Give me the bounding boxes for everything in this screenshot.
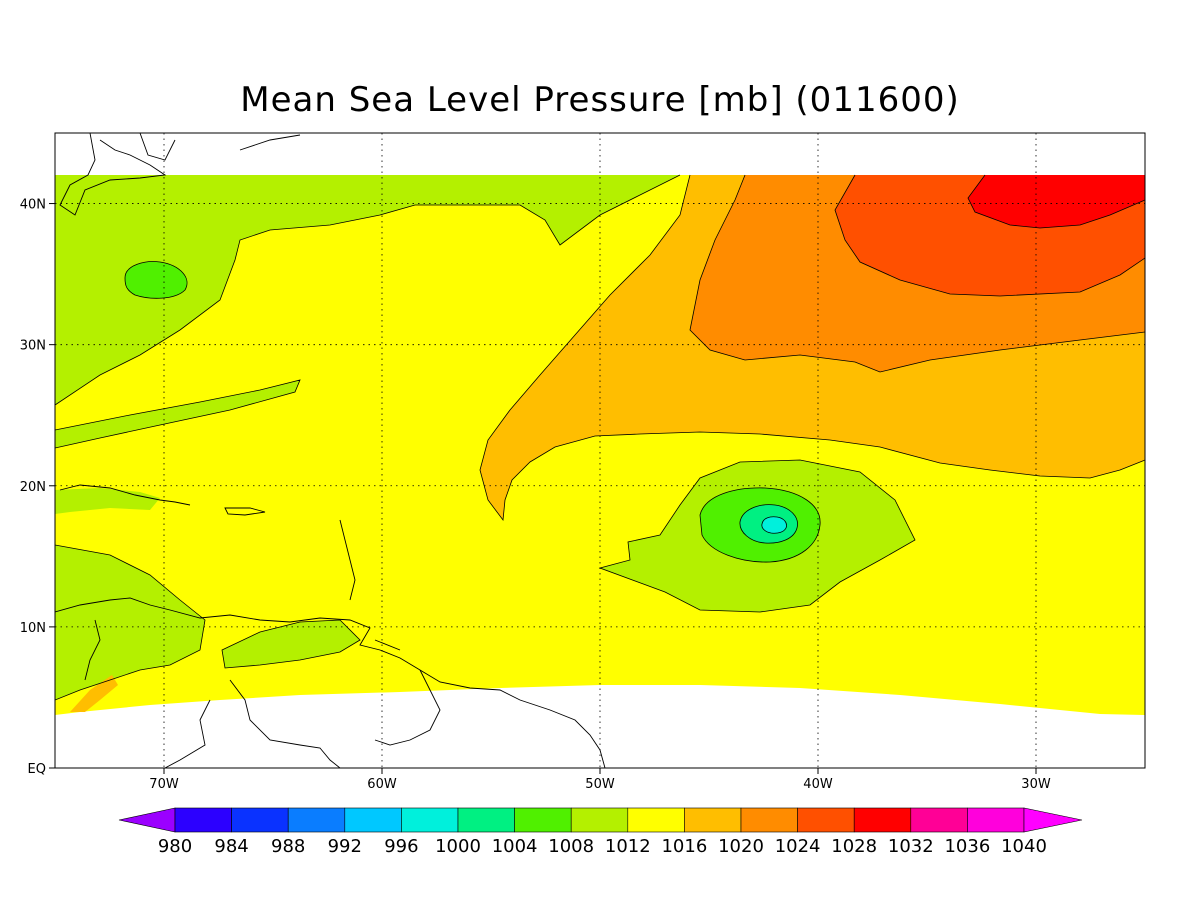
map-title: Mean Sea Level Pressure [mb] (011600) <box>240 80 960 120</box>
colorbar-swatch <box>401 807 459 833</box>
colorbar-level-label: 1040 <box>1001 836 1047 857</box>
pressure-field <box>55 175 1145 715</box>
colorbar-swatch <box>174 807 232 833</box>
colorbar-swatch <box>740 807 798 833</box>
colorbar-swatch <box>967 807 1025 833</box>
lon-tick-label: 50W <box>585 777 615 792</box>
colorbar-swatch <box>231 807 289 833</box>
lat-tick-label: 20N <box>20 480 46 495</box>
lat-tick-label: 30N <box>20 339 46 354</box>
lon-tick-label: 70W <box>149 777 179 792</box>
colorbar-level-label: 1012 <box>605 836 651 857</box>
colorbar-level-label: 1020 <box>718 836 764 857</box>
field-1008-1012-south-america <box>55 545 205 700</box>
map-grid <box>55 133 1145 768</box>
field-996-1000-tropical-low <box>761 516 787 534</box>
colorbar: 980 984 988 992 996 1000 1004 1008 1012 1016 1020 1… <box>118 807 1083 857</box>
colorbar-level-label: 996 <box>384 836 418 857</box>
field-1016-1020-colombia <box>70 675 118 712</box>
colorbar-swatch <box>344 807 402 833</box>
isobars <box>55 174 1145 701</box>
colorbar-level-label: 1028 <box>831 836 877 857</box>
colorbar-level-label: 988 <box>271 836 305 857</box>
latitude-axis: EQ 10N 20N 30N 40N <box>20 198 55 777</box>
colorbar-level-label: 984 <box>214 836 248 857</box>
colorbar-swatch <box>627 807 685 833</box>
field-1028-1032 <box>968 175 1145 228</box>
colorbar-swatch <box>910 807 968 833</box>
colorbar-level-label: 1024 <box>775 836 821 857</box>
longitude-axis: 70W 60W 50W 40W 30W <box>149 768 1051 792</box>
colorbar-level-label: 1000 <box>435 836 481 857</box>
colorbar-swatch <box>287 807 346 833</box>
colorbar-swatch <box>457 807 515 833</box>
lat-tick-label: 10N <box>20 621 46 636</box>
colorbar-swatch <box>514 807 572 833</box>
field-1004-1008-west-low <box>125 261 188 299</box>
field-1008-1012-strip <box>55 380 300 448</box>
colorbar-under-arrow <box>118 807 176 833</box>
colorbar-swatch <box>853 807 912 833</box>
lon-tick-label: 40W <box>803 777 833 792</box>
coastlines <box>55 133 606 768</box>
colorbar-swatch <box>797 807 855 833</box>
colorbar-level-label: 1008 <box>548 836 594 857</box>
colorbar-swatch <box>684 807 742 833</box>
colorbar-level-label: 992 <box>328 836 362 857</box>
lon-tick-label: 30W <box>1021 777 1051 792</box>
lon-tick-label: 60W <box>367 777 397 792</box>
lat-tick-label: 40N <box>20 198 46 213</box>
field-1008-1012-small <box>630 175 643 183</box>
lat-tick-label: EQ <box>28 762 46 777</box>
colorbar-level-label: 1004 <box>492 836 538 857</box>
colorbar-level-label: 1036 <box>944 836 990 857</box>
colorbar-level-label: 1016 <box>661 836 707 857</box>
field-1008-1012-venezuela <box>222 620 360 668</box>
colorbar-level-label: 980 <box>158 836 192 857</box>
colorbar-level-label: 1032 <box>888 836 934 857</box>
field-1008-1012-northwest <box>55 175 680 405</box>
colorbar-swatch <box>570 807 629 833</box>
colorbar-over-arrow <box>1023 807 1083 833</box>
